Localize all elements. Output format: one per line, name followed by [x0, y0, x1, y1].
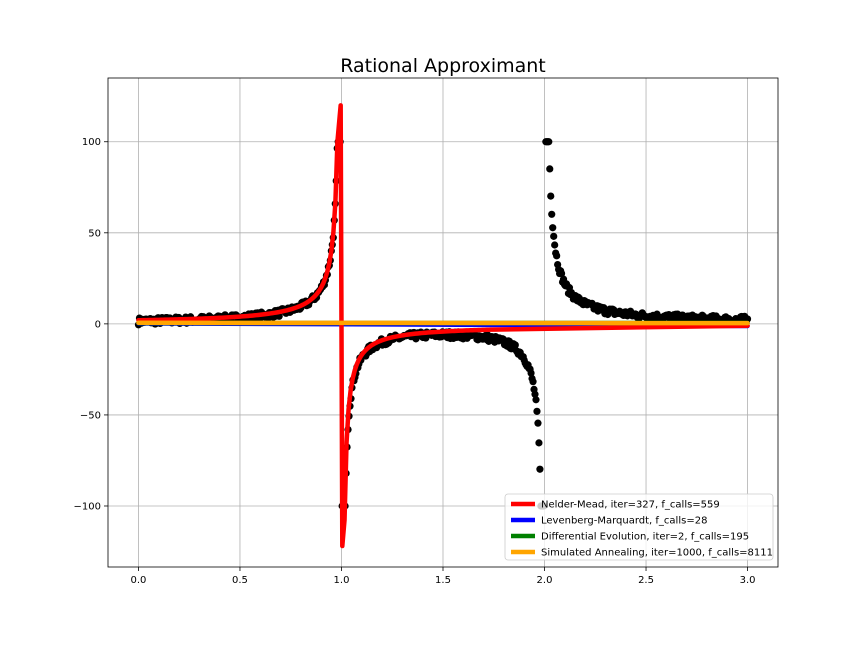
fit-lines	[136, 103, 750, 549]
data-point	[546, 165, 554, 173]
data-point	[545, 138, 553, 146]
data-point	[534, 419, 542, 427]
x-tick-label: 1.0	[334, 575, 350, 586]
data-point	[511, 341, 519, 349]
data-point	[536, 465, 544, 473]
legend-label: Nelder-Mead, iter=327, f_calls=559	[541, 500, 720, 511]
data-point	[531, 390, 539, 398]
x-tick-label: 2.0	[537, 575, 553, 586]
data-point	[532, 396, 540, 404]
data-point	[533, 407, 541, 415]
data-point	[551, 241, 559, 249]
ticks: 0.0 0.5 1.0 1.5 2.0 2.5 3.0 −100 −50 0 50 100	[74, 137, 756, 586]
x-tick-label: 2.5	[638, 575, 654, 586]
data-point	[547, 192, 555, 200]
y-tick-label: −50	[80, 410, 101, 421]
data-point	[553, 252, 561, 260]
x-tick-label: 0.5	[232, 575, 248, 586]
x-tick-label: 3.0	[740, 575, 756, 586]
data-point	[550, 232, 558, 240]
y-tick-label: 50	[88, 228, 101, 239]
y-tick-label: 100	[82, 137, 101, 148]
legend: Nelder-Mead, iter=327, f_calls=559 Levenb…	[504, 493, 774, 561]
y-tick-label: −100	[74, 501, 101, 512]
legend-label: Differential Evolution, iter=2, f_calls=…	[541, 532, 749, 543]
data-point	[557, 269, 566, 278]
y-tick-label: 0	[95, 319, 101, 330]
data-point	[529, 378, 537, 386]
chart-title: Rational Approximant	[340, 55, 546, 77]
data-point	[549, 224, 557, 232]
x-tick-label: 0.0	[131, 575, 147, 586]
data-point	[548, 210, 556, 218]
data-point	[527, 369, 535, 377]
legend-label: Simulated Annealing, iter=1000, f_calls=…	[541, 548, 773, 559]
legend-box	[504, 493, 774, 561]
data-point	[535, 439, 543, 447]
fit-line-0	[136, 103, 750, 549]
x-tick-label: 1.5	[435, 575, 451, 586]
legend-label: Levenberg-Marquardt, f_calls=28	[541, 516, 707, 527]
